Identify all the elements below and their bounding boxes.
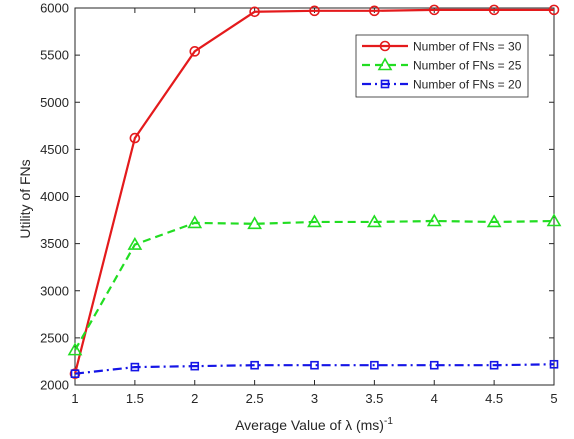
y-tick-label: 2500 (40, 330, 69, 345)
y-axis-label: Utility of FNs (17, 159, 33, 238)
data-point (366, 214, 382, 228)
data-point (426, 213, 442, 227)
data-point (488, 4, 500, 16)
x-tick-label: 3 (311, 391, 318, 406)
data-point (190, 361, 200, 371)
data-point (369, 5, 380, 17)
data-point (127, 236, 143, 250)
data-point (310, 360, 319, 370)
x-tick-label: 5 (550, 391, 557, 406)
legend-label: Number of FNs = 20 (413, 78, 522, 92)
x-tick-label: 4.5 (485, 391, 503, 406)
x-tick-label: 1 (71, 391, 78, 406)
series-circle (69, 4, 560, 379)
axis-ticks: 1 1.5 2 2.5 3 3.5 4 4.5 5 2000 2500 3000 3500 4000 450… (40, 1, 558, 407)
x-tick-label: 3.5 (365, 391, 383, 406)
data-point (428, 4, 440, 16)
data-point (380, 79, 390, 89)
data-point (130, 362, 140, 372)
legend-label: Number of FNs = 25 (413, 59, 522, 73)
data-point (70, 369, 80, 378)
x-axis-label-text: Average Value of λ (ms) (235, 417, 384, 433)
data-point (187, 215, 203, 229)
legend: Number of FNs = 30 Number of FNs = 25 Numb… (355, 34, 529, 98)
data-point (546, 213, 562, 227)
data-point (379, 40, 391, 52)
data-point (309, 5, 320, 17)
x-tick-label: 4 (431, 391, 438, 406)
x-tick-label: 1.5 (126, 391, 144, 406)
x-axis-label-superscript: -1 (384, 416, 393, 427)
y-tick-label: 3000 (40, 283, 69, 298)
y-tick-label: 5500 (40, 48, 69, 63)
x-tick-label: 2.5 (246, 391, 264, 406)
data-point (247, 216, 263, 230)
data-point (370, 360, 379, 370)
y-tick-label: 2000 (40, 378, 69, 393)
series-line (74, 219, 555, 351)
data-point (129, 132, 141, 144)
series-line (73, 8, 554, 374)
x-tick-label: 2 (191, 391, 198, 406)
data-point (429, 360, 439, 370)
data-point (67, 342, 83, 356)
data-point (189, 46, 201, 57)
data-point (489, 360, 499, 370)
data-point (377, 57, 393, 71)
data-point (549, 359, 559, 369)
data-point (548, 4, 560, 16)
data-point (486, 214, 502, 228)
data-point (249, 6, 260, 18)
y-tick-label: 4500 (40, 142, 69, 157)
series-square (70, 359, 559, 378)
series-group (67, 4, 562, 379)
y-tick-label: 5000 (40, 95, 69, 110)
x-axis-label: Average Value of λ (ms)-1 (235, 416, 393, 433)
data-point (250, 360, 259, 370)
series-line (74, 363, 555, 375)
data-point (307, 214, 322, 228)
series-triangle (67, 213, 562, 356)
y-tick-label: 6000 (40, 1, 69, 16)
legend-label: Number of FNs = 30 (413, 40, 522, 54)
y-tick-label: 3500 (40, 236, 69, 251)
y-tick-label: 4000 (40, 189, 69, 204)
